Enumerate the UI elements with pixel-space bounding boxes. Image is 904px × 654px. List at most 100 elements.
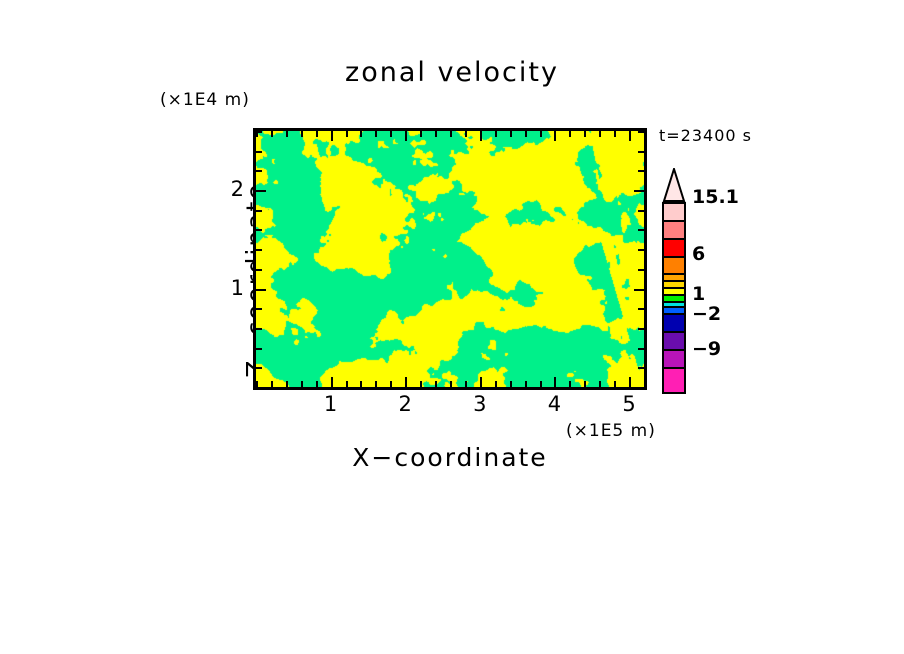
x-minor-tick-top [584,131,586,137]
colorbar-label: 1 [692,283,706,305]
x-minor-tick-top [360,131,362,137]
colorbar-label: −2 [692,303,722,325]
x-minor-tick [540,381,542,387]
x-tick-label: 5 [622,392,636,416]
x-minor-tick-top [599,131,601,137]
x-minor-tick [346,381,348,387]
x-minor-tick-top [346,131,348,137]
colorbar-band [664,302,684,309]
y-minor-tick-right [638,308,644,310]
x-minor-tick [644,381,646,387]
y-minor-tick [256,328,262,330]
y-minor-tick [256,229,262,231]
x-minor-tick-top [375,131,377,137]
x-axis-title: X−coordinate [352,443,548,472]
contour-plot-area[interactable] [253,128,647,390]
colorbar-band [664,204,684,222]
x-minor-tick-top [271,131,273,137]
colorbar-band [664,239,684,258]
y-minor-tick [256,249,262,251]
y-minor-tick [256,170,262,172]
x-minor-tick-top [256,131,258,137]
colorbar-band [664,275,684,283]
x-minor-tick [525,381,527,387]
x-minor-tick [495,381,497,387]
x-minor-tick-top [450,131,452,137]
page-title: zonal velocity [345,57,559,88]
colorbar-label: 6 [692,243,706,265]
x-minor-tick [420,381,422,387]
x-major-tick [629,377,631,387]
y-minor-tick-right [638,229,644,231]
x-major-tick [554,377,556,387]
y-minor-tick [256,348,262,350]
contour-field [256,131,644,387]
x-minor-tick-top [316,131,318,137]
y-major-tick-right [634,190,644,192]
x-major-tick [405,377,407,387]
colorbar-band [664,282,684,290]
y-minor-tick-right [638,328,644,330]
y-minor-tick [256,151,262,153]
x-minor-tick [316,381,318,387]
colorbar-band [664,368,684,392]
colorbar-label: −9 [692,338,722,360]
y-minor-tick [256,131,262,133]
x-minor-tick [375,381,377,387]
colorbar-band [664,315,684,333]
y-minor-tick [256,367,262,369]
x-major-tick [331,377,333,387]
x-major-tick-top [331,131,333,141]
y-minor-tick-right [638,131,644,133]
x-minor-tick [360,381,362,387]
x-tick-label: 2 [398,392,412,416]
x-minor-tick-top [644,131,646,137]
x-tick-label: 1 [323,392,338,416]
x-minor-tick-top [540,131,542,137]
y-minor-tick-right [638,249,644,251]
time-annotation: t=23400 s [659,126,752,145]
x-minor-tick [256,381,258,387]
x-major-tick-top [405,131,407,141]
x-minor-tick-top [465,131,467,137]
y-major-tick [256,190,266,192]
x-minor-tick [450,381,452,387]
x-minor-tick [584,381,586,387]
colorbar-band [664,295,684,303]
colorbar-band [664,289,684,296]
x-major-tick [480,377,482,387]
y-minor-tick-right [638,210,644,212]
x-tick-label: 4 [547,392,562,416]
y-minor-tick-right [638,387,644,389]
colorbar-band [664,332,684,351]
x-minor-tick [465,381,467,387]
colorbar[interactable] [662,168,686,394]
y-major-tick [256,289,266,291]
x-minor-tick [435,381,437,387]
x-minor-tick [286,381,288,387]
x-minor-tick [569,381,571,387]
colorbar-label: 15.1 [692,186,739,208]
colorbar-bands [662,202,686,394]
y-minor-tick-right [638,269,644,271]
x-minor-tick [271,381,273,387]
x-minor-tick-top [495,131,497,137]
y-minor-tick-right [638,348,644,350]
x-major-tick-top [480,131,482,141]
y-minor-tick-right [638,367,644,369]
colorbar-arrow-icon [662,168,686,202]
x-minor-tick-top [525,131,527,137]
y-minor-tick-right [638,170,644,172]
x-minor-tick [301,381,303,387]
x-minor-tick-top [420,131,422,137]
x-minor-tick-top [614,131,616,137]
x-minor-tick-top [301,131,303,137]
x-minor-tick-top [390,131,392,137]
y-axis-unit-label: (×1E4 m) [160,90,250,110]
x-minor-tick-top [510,131,512,137]
x-minor-tick-top [569,131,571,137]
x-minor-tick-top [435,131,437,137]
x-minor-tick [510,381,512,387]
y-minor-tick [256,387,262,389]
